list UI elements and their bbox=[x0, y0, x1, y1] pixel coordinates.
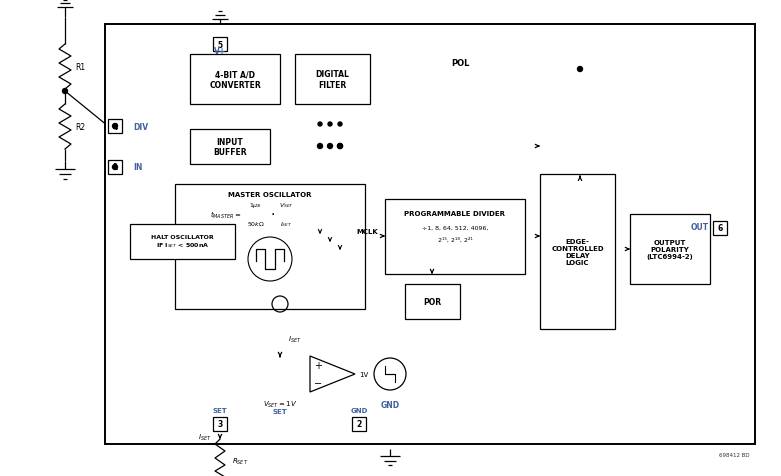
Text: $t_{MASTER}=$: $t_{MASTER}=$ bbox=[210, 209, 242, 220]
Text: ÷1, 8, 64, 512, 4096,: ÷1, 8, 64, 512, 4096, bbox=[422, 225, 488, 230]
Text: $I_{SET}$: $I_{SET}$ bbox=[198, 432, 212, 442]
Circle shape bbox=[328, 123, 332, 127]
Text: +: + bbox=[314, 360, 322, 370]
Text: DIGITAL
FILTER: DIGITAL FILTER bbox=[316, 70, 349, 89]
Circle shape bbox=[112, 165, 117, 170]
Text: 6: 6 bbox=[718, 224, 722, 233]
Text: 698412 BD: 698412 BD bbox=[719, 452, 750, 457]
Bar bbox=[130, 225, 235, 259]
Bar bbox=[385, 199, 525, 275]
Text: $R_{SET}$: $R_{SET}$ bbox=[232, 456, 248, 466]
Text: $I_{SET}$: $I_{SET}$ bbox=[280, 219, 292, 228]
Text: OUTPUT
POLARITY
(LTC6994-2): OUTPUT POLARITY (LTC6994-2) bbox=[647, 239, 694, 259]
Text: OUT: OUT bbox=[691, 223, 709, 232]
Text: 1V: 1V bbox=[358, 371, 368, 377]
Text: 3: 3 bbox=[217, 420, 223, 428]
Text: R2: R2 bbox=[75, 123, 85, 132]
Text: EDGE-
CONTROLLED
DELAY
LOGIC: EDGE- CONTROLLED DELAY LOGIC bbox=[551, 238, 604, 266]
Bar bbox=[352, 417, 366, 431]
Text: PROGRAMMABLE DIVIDER: PROGRAMMABLE DIVIDER bbox=[405, 210, 505, 217]
Bar bbox=[540, 175, 615, 329]
Bar bbox=[213, 417, 227, 431]
Text: INPUT
BUFFER: INPUT BUFFER bbox=[213, 138, 247, 157]
Text: GND: GND bbox=[380, 400, 400, 409]
Bar bbox=[190, 130, 270, 165]
Text: −: − bbox=[314, 378, 322, 388]
Text: $V_{SET}$: $V_{SET}$ bbox=[279, 201, 294, 209]
Circle shape bbox=[338, 123, 342, 127]
Text: HALT OSCILLATOR
IF I$_{SET}$ < 500nA: HALT OSCILLATOR IF I$_{SET}$ < 500nA bbox=[152, 235, 214, 249]
Bar bbox=[175, 185, 365, 309]
Text: R1: R1 bbox=[75, 62, 85, 71]
Bar bbox=[213, 38, 227, 52]
Circle shape bbox=[112, 124, 117, 129]
Circle shape bbox=[62, 89, 67, 94]
Text: GND: GND bbox=[351, 407, 368, 413]
Text: IN: IN bbox=[133, 163, 142, 172]
Text: 4-BIT A/D
CONVERTER: 4-BIT A/D CONVERTER bbox=[209, 70, 261, 89]
Text: SET: SET bbox=[273, 408, 287, 414]
Text: $50k\Omega$: $50k\Omega$ bbox=[247, 219, 265, 228]
Text: $I_{SET}$: $I_{SET}$ bbox=[288, 334, 301, 344]
Text: DIV: DIV bbox=[133, 122, 148, 131]
Bar bbox=[713, 221, 727, 236]
Text: POL: POL bbox=[451, 59, 469, 68]
Text: $1\mu s$: $1\mu s$ bbox=[249, 200, 262, 209]
Circle shape bbox=[337, 144, 343, 149]
Bar bbox=[295, 55, 370, 105]
Text: 4: 4 bbox=[112, 122, 118, 131]
Bar bbox=[108, 161, 122, 175]
Text: POR: POR bbox=[423, 298, 441, 307]
Bar bbox=[405, 284, 460, 319]
Bar bbox=[630, 215, 710, 284]
Text: $\cdot$: $\cdot$ bbox=[269, 206, 274, 219]
Text: V+: V+ bbox=[214, 47, 226, 56]
Circle shape bbox=[327, 144, 333, 149]
Text: MCLK: MCLK bbox=[356, 228, 378, 235]
Bar bbox=[108, 120, 122, 134]
Text: 2¹⁵, 2¹⁸, 2²¹: 2¹⁵, 2¹⁸, 2²¹ bbox=[437, 237, 473, 242]
Circle shape bbox=[318, 144, 323, 149]
Circle shape bbox=[337, 144, 343, 149]
Text: $V_{SET}=1V$: $V_{SET}=1V$ bbox=[262, 399, 298, 409]
Circle shape bbox=[577, 68, 583, 72]
Text: 1: 1 bbox=[112, 163, 118, 172]
Bar bbox=[105, 25, 755, 444]
Text: 2: 2 bbox=[356, 420, 362, 428]
Circle shape bbox=[318, 123, 322, 127]
Text: 5: 5 bbox=[217, 40, 223, 50]
Text: MASTER OSCILLATOR: MASTER OSCILLATOR bbox=[228, 192, 312, 198]
Text: SET: SET bbox=[212, 407, 227, 413]
Bar bbox=[190, 55, 280, 105]
